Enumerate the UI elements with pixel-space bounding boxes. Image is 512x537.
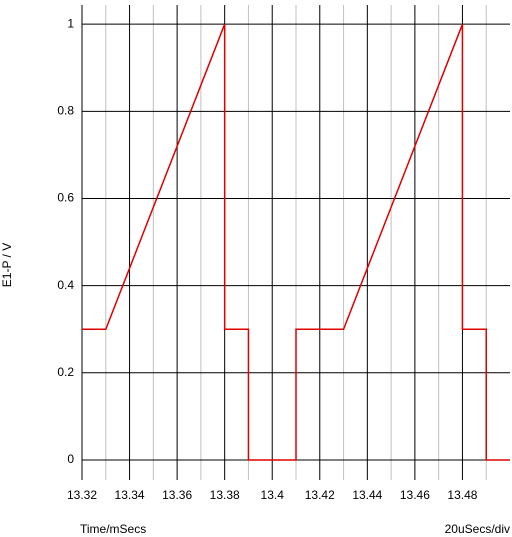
scale-note: 20uSecs/div bbox=[445, 522, 510, 536]
x-tick-label: 13.46 bbox=[400, 488, 430, 502]
x-tick-label: 13.48 bbox=[447, 488, 477, 502]
y-tick-label: 0.6 bbox=[57, 191, 74, 205]
x-axis-label: Time/mSecs bbox=[80, 522, 146, 536]
x-tick-label: 13.32 bbox=[67, 488, 97, 502]
y-tick-label: 0.8 bbox=[57, 104, 74, 118]
x-tick-label: 13.44 bbox=[352, 488, 382, 502]
x-tick-label: 13.42 bbox=[305, 488, 335, 502]
y-tick-label: 0.4 bbox=[57, 278, 74, 292]
x-tick-label: 13.34 bbox=[115, 488, 145, 502]
y-tick-label: 0 bbox=[67, 452, 74, 466]
y-axis-label: E1-P / V bbox=[0, 243, 14, 287]
x-tick-label: 13.36 bbox=[162, 488, 192, 502]
y-tick-label: 0.2 bbox=[57, 365, 74, 379]
y-tick-label: 1 bbox=[67, 16, 74, 30]
x-tick-label: 13.38 bbox=[210, 488, 240, 502]
x-tick-label: 13.4 bbox=[261, 488, 285, 502]
series-line bbox=[82, 23, 510, 461]
